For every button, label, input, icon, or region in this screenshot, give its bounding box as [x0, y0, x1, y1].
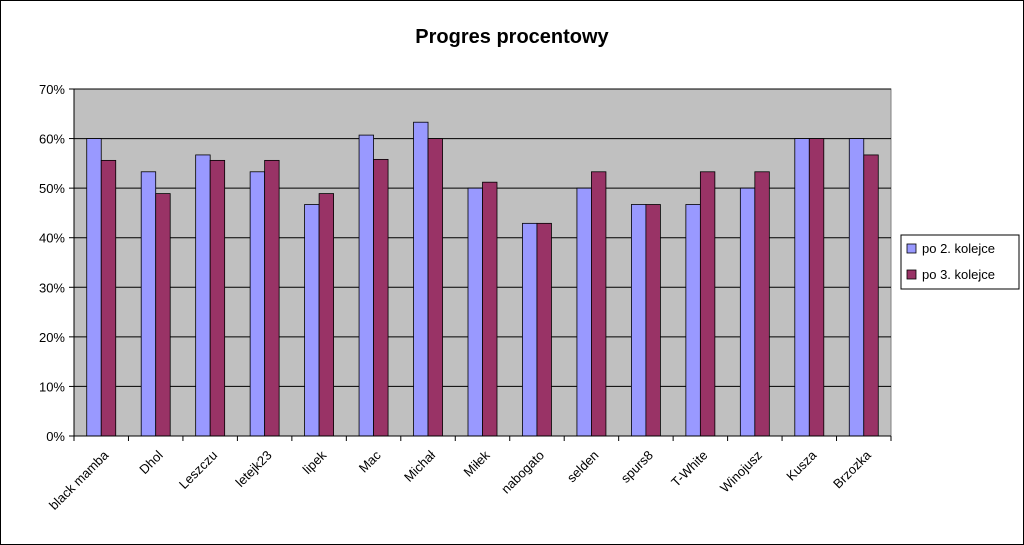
axes — [69, 88, 892, 441]
bar-1-nabogato — [522, 222, 538, 437]
x-tick-label: letejk23 — [232, 448, 274, 490]
legend-swatch-series-1 — [906, 243, 917, 254]
bar-1-winojusz — [739, 187, 756, 437]
bar-2-lipek — [318, 193, 335, 437]
bar-1-dhol — [140, 171, 157, 437]
bar-1-lipek — [304, 204, 320, 437]
x-tick-label: Mac — [356, 447, 384, 475]
bar-2-leszczu — [209, 159, 226, 437]
bar-2-brzozka — [863, 154, 879, 437]
bar-1-selden — [576, 187, 592, 437]
y-tick-label: 70% — [39, 82, 65, 97]
bar-2-mac — [373, 158, 389, 437]
bar-1-t-white — [685, 204, 701, 437]
bar-2-t-white — [699, 171, 716, 437]
chart-title: Progres procentowy — [415, 26, 609, 48]
legend-box — [900, 234, 1020, 290]
x-tick-label: Brzozka — [830, 447, 874, 491]
bar-2-spurs8 — [645, 204, 661, 437]
y-tick-label: 20% — [39, 330, 65, 345]
bar-2-michał — [427, 138, 443, 437]
bar-1-black-mamba — [86, 138, 102, 437]
bar-2-selden — [591, 171, 607, 437]
x-tick-label: Dhol — [136, 447, 166, 477]
y-tick-label: 40% — [39, 231, 65, 246]
legend-swatch-series-2 — [906, 269, 917, 280]
bar-2-winojusz — [754, 171, 770, 437]
x-tick-label: selden — [564, 448, 602, 486]
x-tick-label: Kusza — [783, 447, 820, 484]
legend-label-series-1: po 2. kolejce — [922, 241, 995, 256]
y-tick-labels: 0% 10% 20% 30% 40% 50% 60% 70% — [39, 82, 65, 444]
x-tick-labels: black mamba Dhol Leszczu letejk23 lipek Mac Mi… — [46, 447, 874, 513]
x-tick-label: spurs8 — [618, 448, 656, 486]
x-tick-label: Miłek — [461, 447, 493, 479]
y-tick-label: 30% — [39, 280, 65, 295]
bar-1-brzozka — [848, 138, 865, 437]
legend: po 2. kolejce po 3. kolejce — [900, 234, 1020, 290]
x-tick-label: nabogato — [498, 448, 547, 497]
bar-2-black-mamba — [100, 159, 117, 437]
bar-2-nabogato — [536, 222, 552, 437]
y-tick-label: 0% — [46, 429, 65, 444]
bar-1-spurs8 — [631, 204, 647, 437]
bar-1-miłek — [467, 187, 483, 437]
bar-1-letejk23 — [249, 171, 266, 437]
x-tick-label: Winojusz — [717, 448, 765, 496]
x-tick-label: T-White — [668, 448, 710, 490]
bar-1-michał — [413, 121, 429, 437]
bar-1-kusza — [794, 138, 810, 437]
bar-1-mac — [358, 134, 374, 437]
y-tick-label: 10% — [39, 379, 65, 394]
bar-1-leszczu — [195, 154, 211, 437]
y-tick-label: 60% — [39, 132, 65, 147]
x-tick-label: Leszczu — [176, 448, 220, 492]
x-tick-label: lipek — [300, 447, 330, 477]
x-tick-label: black mamba — [46, 447, 112, 513]
x-tick-label: Michał — [401, 447, 438, 484]
bar-2-dhol — [155, 193, 171, 437]
legend-label-series-2: po 3. kolejce — [922, 267, 995, 282]
bars — [86, 121, 879, 437]
bar-2-kusza — [808, 138, 825, 437]
y-tick-label: 50% — [39, 181, 65, 196]
bar-2-letejk23 — [264, 159, 280, 437]
bar-2-miłek — [482, 181, 498, 437]
